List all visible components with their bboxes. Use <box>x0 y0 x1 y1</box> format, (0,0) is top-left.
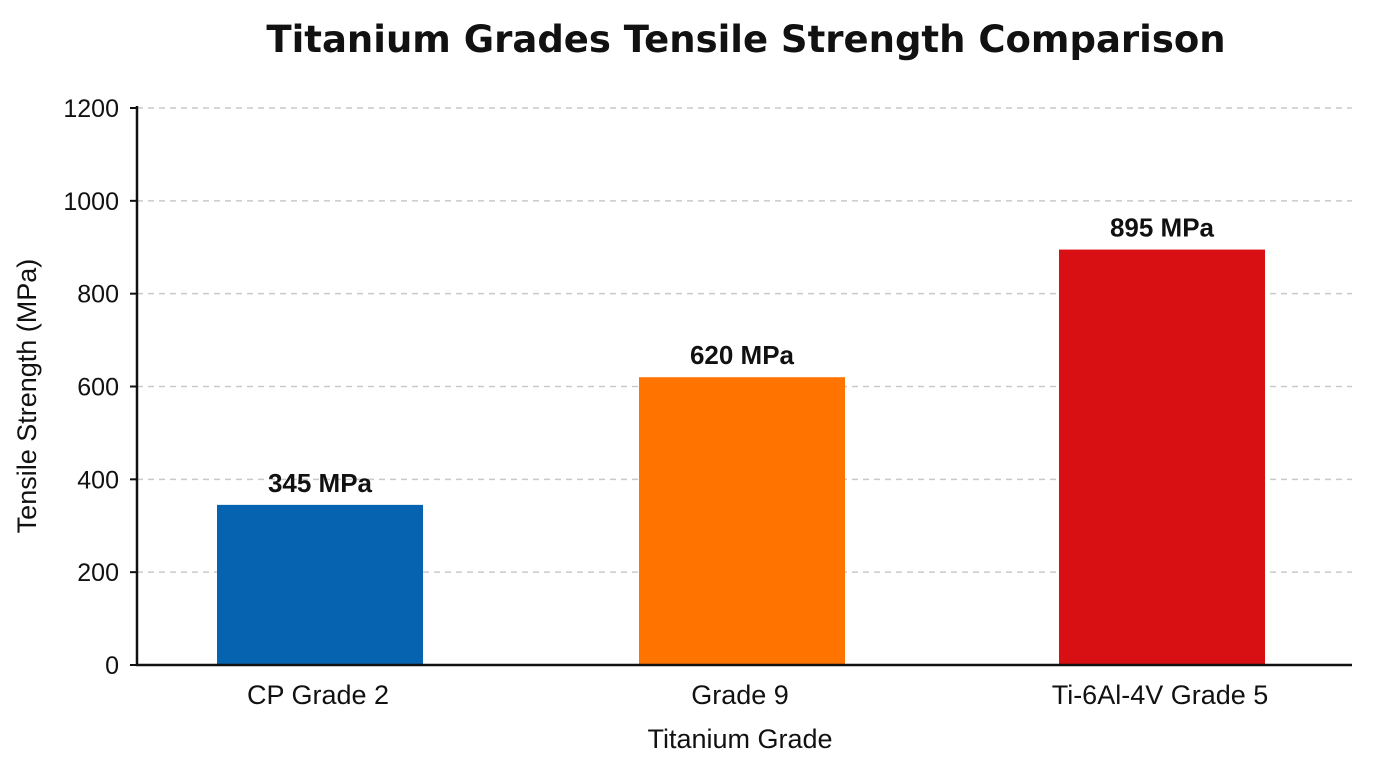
chart-title: Titanium Grades Tensile Strength Compari… <box>266 18 1225 61</box>
x-axis-category-labels: CP Grade 2 Grade 9 Ti-6Al-4V Grade 5 <box>247 680 1268 710</box>
y-tick-label: 400 <box>77 466 119 494</box>
y-tick-label: 1000 <box>63 188 119 216</box>
bar <box>217 504 423 665</box>
y-tick-label: 0 <box>105 652 119 680</box>
bar <box>1059 249 1265 665</box>
y-tick-label: 200 <box>77 559 119 587</box>
y-tick-label: 600 <box>77 374 119 402</box>
bar-value-label: 345 MPa <box>268 468 373 498</box>
y-axis-ticks: 0 200 400 600 800 1000 1200 <box>63 95 137 680</box>
x-category-label: Ti-6Al-4V Grade 5 <box>1052 680 1269 710</box>
data-labels: 345 MPa 620 MPa 895 MPa <box>268 213 1215 498</box>
y-tick-label: 1200 <box>63 95 119 123</box>
x-category-label: CP Grade 2 <box>247 680 389 710</box>
x-axis-title: Titanium Grade <box>647 724 832 754</box>
bar <box>639 377 845 665</box>
bar-value-label: 620 MPa <box>690 340 795 370</box>
bar-value-label: 895 MPa <box>1110 213 1215 243</box>
bars <box>217 249 1265 665</box>
y-tick-label: 800 <box>77 281 119 309</box>
x-category-label: Grade 9 <box>691 680 789 710</box>
y-axis-title: Tensile Strength (MPa) <box>12 259 42 534</box>
